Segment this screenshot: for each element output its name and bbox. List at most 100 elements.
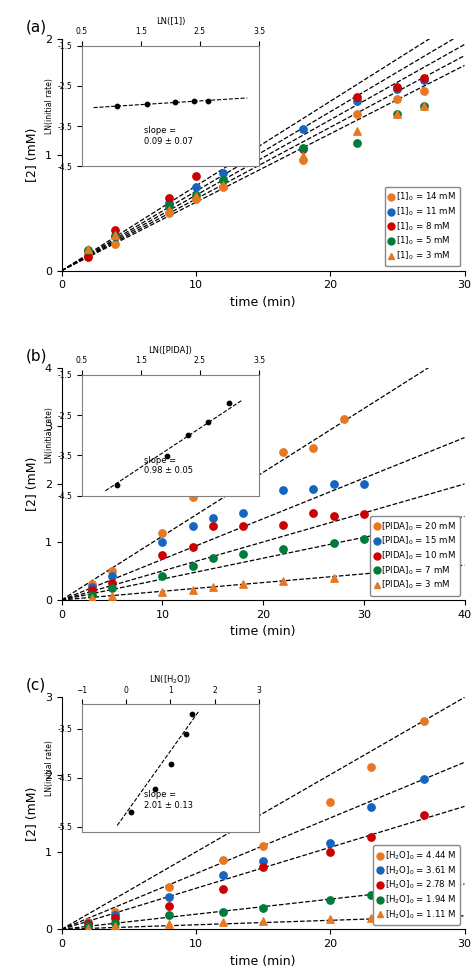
Point — [165, 916, 173, 931]
Point — [330, 476, 337, 492]
Point — [410, 518, 418, 533]
Point — [353, 89, 361, 105]
Point — [330, 508, 337, 524]
Point — [393, 79, 401, 95]
Point — [393, 106, 401, 122]
Point — [85, 919, 92, 934]
Point — [420, 771, 428, 786]
Point — [192, 179, 200, 195]
Text: (b): (b) — [26, 348, 47, 363]
Point — [165, 205, 173, 221]
Point — [360, 531, 368, 547]
Point — [108, 581, 116, 596]
Point — [280, 517, 287, 532]
X-axis label: time (min): time (min) — [230, 625, 296, 638]
Point — [209, 580, 217, 595]
Y-axis label: [2] (mM): [2] (mM) — [26, 128, 39, 182]
Point — [219, 179, 227, 195]
Point — [300, 153, 307, 168]
Point — [158, 568, 166, 584]
Point — [192, 191, 200, 206]
Point — [380, 566, 388, 582]
Point — [239, 576, 246, 591]
Point — [280, 444, 287, 460]
Point — [209, 551, 217, 566]
Point — [367, 888, 374, 903]
Point — [300, 141, 307, 157]
Point — [219, 172, 227, 188]
Point — [367, 800, 374, 815]
Point — [300, 140, 307, 156]
Text: (a): (a) — [26, 19, 46, 34]
Point — [111, 908, 119, 923]
Point — [165, 908, 173, 923]
Point — [353, 124, 361, 139]
Point — [158, 526, 166, 541]
Point — [219, 867, 227, 883]
Point — [259, 854, 267, 869]
Point — [85, 247, 92, 262]
Point — [420, 98, 428, 113]
Point — [189, 559, 196, 574]
Point — [353, 136, 361, 151]
Point — [239, 470, 246, 486]
Point — [88, 590, 96, 606]
Point — [327, 892, 334, 908]
Point — [85, 243, 92, 258]
Point — [239, 546, 246, 561]
Point — [165, 879, 173, 894]
Point — [259, 860, 267, 875]
Point — [189, 518, 196, 533]
Point — [88, 588, 96, 603]
Point — [367, 759, 374, 774]
Point — [327, 844, 334, 860]
Point — [393, 106, 401, 122]
Point — [420, 712, 428, 728]
Point — [165, 898, 173, 914]
X-axis label: time (min): time (min) — [230, 954, 296, 968]
Point — [327, 912, 334, 927]
Point — [111, 904, 119, 920]
Point — [420, 908, 428, 923]
Point — [108, 575, 116, 590]
Point — [165, 198, 173, 214]
Point — [209, 483, 217, 499]
Point — [111, 228, 119, 244]
Text: (c): (c) — [26, 678, 46, 693]
Point — [330, 570, 337, 586]
Point — [85, 241, 92, 257]
Point — [353, 106, 361, 122]
Point — [219, 881, 227, 896]
Point — [219, 166, 227, 181]
Point — [259, 913, 267, 928]
Point — [393, 81, 401, 97]
Point — [259, 900, 267, 916]
Point — [189, 582, 196, 597]
Point — [360, 476, 368, 492]
Point — [280, 482, 287, 498]
Y-axis label: [2] (mM): [2] (mM) — [26, 457, 39, 511]
Point — [192, 167, 200, 183]
Point — [165, 889, 173, 904]
Point — [367, 829, 374, 844]
Point — [420, 98, 428, 113]
Point — [85, 242, 92, 257]
Point — [189, 489, 196, 504]
Point — [85, 916, 92, 931]
Point — [165, 196, 173, 211]
Point — [310, 505, 317, 521]
Point — [85, 916, 92, 931]
Point — [327, 835, 334, 851]
Point — [111, 223, 119, 238]
X-axis label: time (min): time (min) — [230, 296, 296, 309]
Point — [219, 177, 227, 193]
Point — [420, 73, 428, 88]
Point — [393, 91, 401, 106]
Y-axis label: [2] (mM): [2] (mM) — [26, 786, 39, 840]
Point — [192, 189, 200, 204]
Point — [280, 541, 287, 557]
Point — [239, 518, 246, 533]
Point — [85, 914, 92, 929]
Point — [108, 563, 116, 579]
Point — [158, 534, 166, 550]
